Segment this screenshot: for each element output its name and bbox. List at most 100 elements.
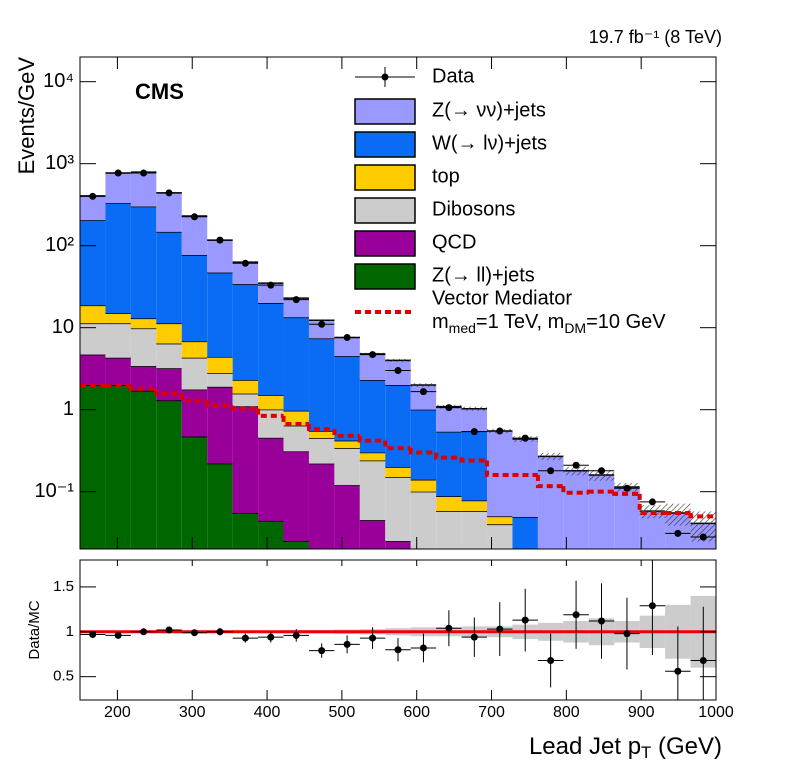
ratio-point bbox=[419, 644, 427, 652]
stack-segment bbox=[385, 541, 411, 549]
y-tick-label: 10⁻¹ bbox=[35, 480, 75, 502]
stack-segment bbox=[283, 451, 309, 542]
legend: Data Z(→ νν)+jets W(→ lν)+jets top Dibosons Q… bbox=[354, 65, 666, 336]
stack-segment bbox=[80, 354, 106, 385]
signal-step bbox=[179, 393, 208, 403]
data-point bbox=[114, 169, 122, 177]
x-tick-label: 400 bbox=[254, 704, 281, 721]
stack-segment bbox=[512, 517, 538, 549]
stack-segment bbox=[283, 317, 309, 411]
stack-segment bbox=[283, 410, 309, 426]
mc-uncertainty bbox=[563, 466, 589, 476]
stack-segment bbox=[130, 390, 157, 549]
y-tick-label: 10³ bbox=[45, 152, 74, 174]
signal-step bbox=[688, 512, 716, 519]
signal-step bbox=[128, 385, 157, 391]
y-tick-label: 10² bbox=[45, 234, 74, 256]
stack-segment bbox=[207, 463, 233, 549]
stack-segment bbox=[207, 356, 233, 374]
stack-segment bbox=[436, 431, 462, 497]
subscript: DM bbox=[564, 320, 586, 336]
ratio-point bbox=[674, 667, 682, 675]
text-part: m bbox=[432, 311, 449, 333]
text-part: =1 TeV, m bbox=[476, 311, 564, 333]
ratio-point bbox=[547, 657, 555, 665]
stack-segment bbox=[80, 385, 106, 549]
ratio-point bbox=[572, 611, 580, 619]
stack-segment bbox=[105, 172, 131, 204]
data-point bbox=[547, 467, 555, 475]
ratio-point bbox=[470, 633, 478, 641]
signal-step bbox=[586, 489, 615, 494]
stack-segment bbox=[359, 520, 386, 549]
stack-segment bbox=[232, 380, 259, 394]
stack-segment bbox=[436, 496, 462, 512]
signal-step bbox=[281, 415, 309, 426]
data-point bbox=[572, 461, 580, 469]
stack-segment bbox=[359, 353, 386, 381]
stack-segment bbox=[105, 203, 131, 314]
stack-segment bbox=[359, 460, 386, 521]
stack-segment bbox=[181, 357, 208, 390]
stack-segment bbox=[130, 318, 157, 329]
y-tick-label: 1 bbox=[63, 398, 74, 420]
ratio-y-tick-label: 0.5 bbox=[53, 668, 74, 685]
signal-step bbox=[256, 408, 284, 418]
stack-segment bbox=[359, 380, 386, 453]
ratio-plot-area bbox=[80, 560, 716, 700]
ratio-point bbox=[140, 628, 148, 636]
ratio-point bbox=[114, 631, 122, 639]
data-point bbox=[267, 281, 275, 289]
ratio-point bbox=[318, 647, 326, 655]
stack-segment bbox=[258, 283, 284, 303]
y-tick-label: 10 bbox=[52, 316, 74, 338]
stack-segment bbox=[359, 452, 386, 461]
stack-segment bbox=[334, 337, 360, 357]
data-point bbox=[598, 467, 606, 475]
ratio-point bbox=[699, 657, 707, 665]
stack-segment bbox=[156, 231, 182, 324]
legend-label: Vector Mediator bbox=[432, 287, 572, 309]
stack-segment bbox=[308, 430, 335, 439]
signal-step bbox=[332, 429, 360, 438]
stack-segment bbox=[156, 343, 182, 369]
legend-swatch bbox=[354, 230, 416, 257]
legend-label: Z(→ νν)+jets bbox=[432, 99, 546, 121]
data-point bbox=[648, 498, 656, 506]
stack-segment bbox=[207, 373, 233, 387]
subscript: med bbox=[449, 320, 476, 336]
stack-segment bbox=[283, 298, 309, 318]
mc-uncertainty bbox=[308, 319, 335, 322]
stack-segment bbox=[258, 437, 284, 521]
x-tick-label: 1000 bbox=[698, 704, 734, 721]
mc-uncertainty bbox=[588, 469, 615, 481]
experiment-label: CMS bbox=[135, 79, 184, 104]
stack-segment bbox=[130, 206, 157, 319]
stack-segment bbox=[334, 448, 360, 486]
stack-segment bbox=[461, 511, 488, 549]
stack-segment bbox=[105, 313, 131, 324]
signal-step bbox=[205, 400, 233, 408]
mc-uncertainty bbox=[410, 383, 437, 387]
data-point bbox=[369, 351, 377, 359]
stack-segment bbox=[410, 479, 437, 492]
stack-segment bbox=[385, 385, 411, 467]
ratio-y-axis-title: Data/MC bbox=[26, 600, 43, 659]
legend-swatch bbox=[354, 131, 416, 158]
stack-segment bbox=[181, 216, 208, 256]
stack-segment bbox=[232, 284, 259, 381]
stack-segment bbox=[156, 400, 182, 549]
stack-segment bbox=[258, 302, 284, 396]
x-axis-title: Lead Jet pT (GeV) bbox=[529, 733, 722, 762]
ratio-point bbox=[369, 634, 377, 642]
ratio-y-tick-label: 1.5 bbox=[53, 578, 74, 595]
legend-label: W(→ lν)+jets bbox=[432, 132, 547, 154]
stack-segment bbox=[512, 439, 538, 518]
data-point bbox=[190, 213, 198, 221]
ratio-point bbox=[343, 640, 351, 648]
stack-segment bbox=[105, 385, 131, 549]
signal-step bbox=[383, 440, 411, 451]
data-point bbox=[394, 367, 402, 375]
data-point bbox=[343, 333, 351, 341]
x-tick-label: 700 bbox=[478, 704, 505, 721]
